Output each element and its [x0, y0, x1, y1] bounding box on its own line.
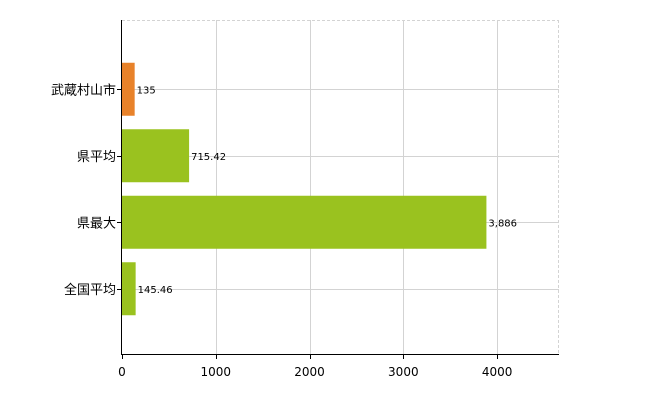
x-tick-label-3000: 3000 [388, 365, 419, 379]
bar-0 [122, 62, 135, 116]
y-tick-label-2: 県最大 [77, 216, 116, 231]
bars [122, 62, 487, 316]
axes [121, 20, 559, 355]
data-labels: 135 715.42 3,886 145.46 [137, 85, 517, 296]
x-tick-label-1000: 1000 [201, 365, 232, 379]
data-label-3: 145.46 [138, 285, 173, 296]
data-label-0: 135 [137, 85, 156, 96]
bar-1 [122, 129, 190, 183]
data-label-1: 715.42 [191, 152, 226, 163]
bar-3 [122, 262, 136, 316]
bar-2 [122, 195, 487, 249]
data-label-2: 3,886 [488, 218, 517, 229]
x-tick-label-4000: 4000 [482, 365, 513, 379]
y-tick-label-3: 全国平均 [64, 282, 116, 298]
gridlines [122, 20, 559, 354]
x-axis-labels: 0 1000 2000 3000 4000 [118, 354, 512, 379]
x-tick-label-2000: 2000 [294, 365, 325, 379]
x-tick-label-0: 0 [118, 365, 126, 379]
y-tick-label-1: 県平均 [77, 150, 116, 165]
y-tick-label-0: 武蔵村山市 [51, 82, 116, 98]
